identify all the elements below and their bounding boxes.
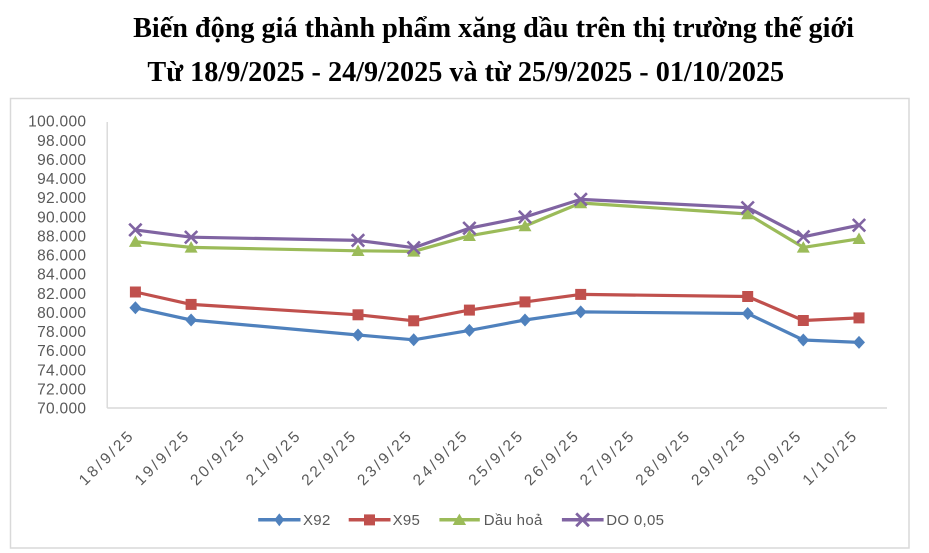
svg-text:Từ 18/9/2025 - 24/9/2025 và từ: Từ 18/9/2025 - 24/9/2025 và từ 25/9/2025… (147, 57, 784, 88)
svg-text:X95: X95 (393, 512, 421, 529)
svg-text:100.000: 100.000 (28, 114, 86, 131)
svg-text:76.000: 76.000 (37, 343, 86, 360)
svg-text:Biến động giá thành phẩm xăng: Biến động giá thành phẩm xăng dầu trên t… (133, 13, 854, 44)
svg-text:86.000: 86.000 (37, 248, 86, 265)
svg-text:82.000: 82.000 (37, 286, 86, 303)
svg-text:DO 0,05: DO 0,05 (606, 512, 664, 529)
svg-text:92.000: 92.000 (37, 190, 86, 207)
svg-text:88.000: 88.000 (37, 228, 86, 245)
svg-text:90.000: 90.000 (37, 209, 86, 226)
svg-text:98.000: 98.000 (37, 133, 86, 150)
svg-text:X92: X92 (303, 512, 331, 529)
svg-text:78.000: 78.000 (37, 324, 86, 341)
svg-text:70.000: 70.000 (37, 401, 86, 418)
svg-text:94.000: 94.000 (37, 171, 86, 188)
svg-text:96.000: 96.000 (37, 152, 86, 169)
svg-text:74.000: 74.000 (37, 362, 86, 379)
svg-text:84.000: 84.000 (37, 267, 86, 284)
svg-text:Dầu hoả: Dầu hoả (484, 512, 543, 529)
svg-text:80.000: 80.000 (37, 305, 86, 322)
svg-text:72.000: 72.000 (37, 381, 86, 398)
